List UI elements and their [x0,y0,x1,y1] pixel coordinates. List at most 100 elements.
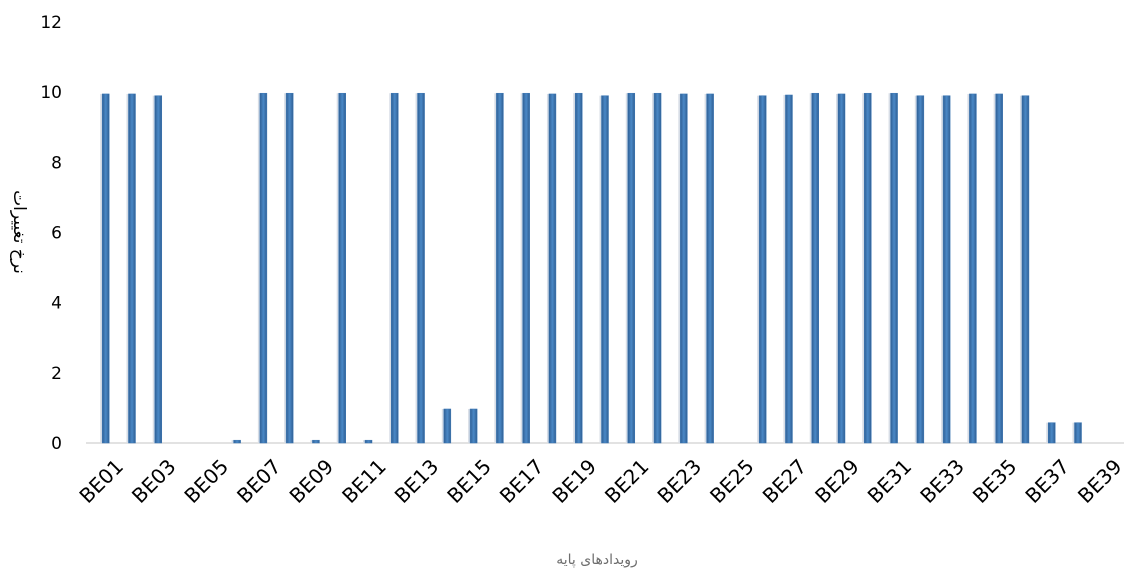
x-tick-label: BE29 [810,454,864,508]
x-tick-label: BE03 [127,454,181,508]
x-tick-label: BE01 [74,454,128,508]
y-tick-label: 10 [40,83,62,103]
x-axis-ticks: BE01BE03BE05BE07BE09BE11BE13BE15BE17BE19… [74,454,1124,508]
x-tick-label: BE15 [442,454,496,508]
bar-BE16 [496,92,504,444]
bar-BE11 [364,439,373,444]
bar-shadow [494,93,497,443]
bar-shadow [389,93,392,443]
bar-shadow [546,93,549,443]
bar-shadow [678,93,681,443]
bar-shadow [862,93,865,443]
bar-shadow [1072,422,1075,443]
bar-BE32 [916,95,925,444]
bar-shadow [520,93,523,443]
y-tick-label: 2 [51,364,62,384]
bar-BE34 [969,93,977,444]
bar-shadow [1046,422,1049,443]
bar-BE18 [548,93,557,444]
bar-shadow [1019,95,1022,444]
y-tick-label: 8 [51,153,62,173]
bar-shadow [468,408,471,443]
bar-shadow [415,93,418,443]
x-axis-label: رویدادهای پایه [556,552,638,568]
bar-shadow [836,93,839,443]
bar-BE12 [391,92,399,444]
bar-BE36 [1021,95,1030,444]
bar-shadow [231,440,234,443]
bar-BE35 [995,93,1003,444]
x-tick-label: BE27 [758,454,812,508]
bar-shadow [914,95,917,444]
x-tick-label: BE31 [863,454,917,508]
bar-shadow [967,93,970,443]
bar-BE17 [522,92,530,444]
bar-BE24 [706,93,714,444]
y-axis-ticks: 0 2 4 6 8 10 12 [40,13,62,454]
bar-shadow [652,93,655,443]
x-tick-label: BE21 [600,454,654,508]
bar-BE38 [1074,422,1082,444]
bar-shadow [284,93,287,443]
bar-BE01 [101,93,110,444]
bar-BE29 [837,93,846,444]
bar-shadow [336,93,339,443]
bar-BE31 [890,92,898,444]
bar-shadow [704,93,707,443]
bar-shadow [809,93,812,443]
x-tick-label: BE25 [705,454,759,508]
x-tick-label: BE35 [968,454,1022,508]
x-tick-label: BE23 [653,454,707,508]
bars [100,92,1082,444]
bar-BE13 [417,92,425,444]
bar-BE08 [285,92,294,444]
bar-shadow [257,93,260,443]
bar-BE30 [864,92,872,444]
bar-BE14 [443,408,452,444]
bar-BE20 [601,95,609,444]
bar-shadow [888,93,891,443]
bar-shadow [941,95,944,444]
bar-shadow [100,93,103,443]
bar-BE07 [259,92,268,444]
bar-shadow [757,95,760,444]
x-tick-label: BE37 [1020,454,1074,508]
bar-shadow [152,95,155,444]
bar-BE27 [785,94,793,444]
bar-BE02 [128,93,136,444]
x-tick-label: BE17 [495,454,549,508]
bar-BE37 [1047,422,1056,444]
x-tick-label: BE39 [1073,454,1124,508]
y-tick-label: 12 [40,13,62,33]
bar-shadow [310,440,313,443]
bar-BE26 [758,95,767,444]
bar-BE33 [942,95,951,444]
y-tick-label: 4 [51,294,62,314]
bar-shadow [362,440,365,443]
bar-shadow [993,93,996,443]
bar-shadow [625,93,628,443]
bar-shadow [783,94,786,444]
y-axis-label: نرخ تغییرات [9,190,29,274]
bar-BE22 [653,92,662,444]
bar-BE21 [627,92,636,444]
bar-BE09 [312,439,320,444]
bar-BE19 [574,92,583,444]
bar-BE28 [811,92,819,444]
bar-BE06 [233,439,241,444]
bar-BE23 [680,93,688,444]
x-tick-label: BE07 [232,454,286,508]
x-tick-label: BE11 [337,454,391,508]
bar-shadow [599,95,602,444]
bar-shadow [441,408,444,443]
x-tick-label: BE09 [285,454,339,508]
bar-shadow [573,93,576,443]
x-tick-label: BE33 [915,454,969,508]
bar-BE03 [154,95,163,444]
x-tick-label: BE13 [390,454,444,508]
bar-shadow [126,93,129,443]
bar-BE10 [338,92,346,444]
y-tick-label: 0 [51,434,62,454]
x-tick-label: BE05 [180,454,234,508]
